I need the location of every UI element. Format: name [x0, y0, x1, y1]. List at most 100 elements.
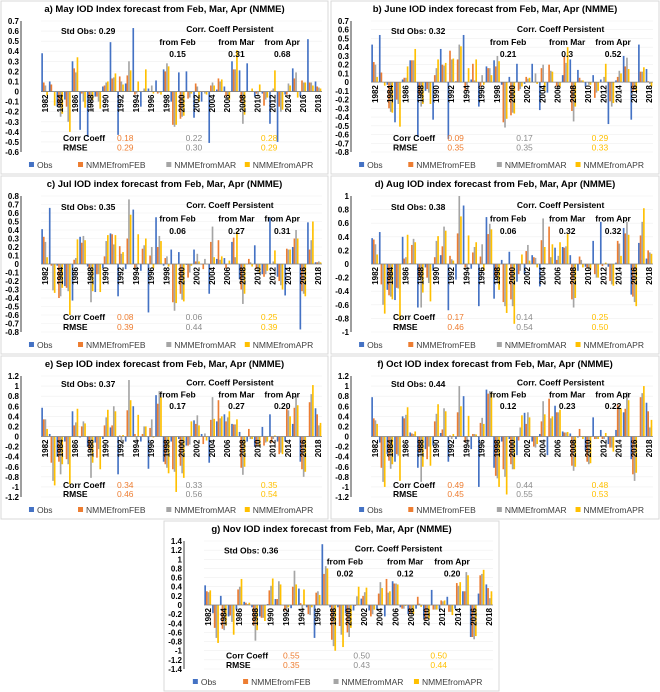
bar-Obs-1999	[337, 605, 339, 608]
bar-Obs-1985	[64, 264, 66, 287]
x-tick-label: 1994	[462, 266, 471, 284]
bar-Obs-1991	[109, 233, 112, 264]
legend-swatch-NMMEfromFEB	[243, 679, 249, 684]
bar-NMMEfromFEB-2015	[624, 66, 627, 83]
persistent-from-label: from Feb	[490, 213, 526, 223]
bar-NMMEfromMAR-2006	[395, 583, 397, 605]
chart-title: d) Aug IOD index forecast from Feb, Mar,…	[375, 179, 616, 190]
bar-NMMEfromMAR-2000	[181, 91, 183, 117]
bar-NMMEfromAPR-1983	[217, 605, 219, 643]
bar-NMMEfromFEB-1988	[88, 91, 91, 97]
x-tick-label: 2014	[615, 266, 624, 284]
bar-Obs-1988	[86, 436, 89, 447]
corr-coeff-label: Corr Coeff	[63, 133, 105, 143]
bar-NMMEfromAPR-1986	[406, 234, 409, 264]
bar-NMMEfromAPR-2013	[281, 91, 284, 110]
bar-NMMEfromMAR-1984	[389, 436, 392, 469]
bar-NMMEfromAPR-2006	[228, 411, 231, 437]
x-tick-label: 2014	[615, 85, 624, 103]
bar-Obs-2008	[238, 70, 241, 92]
bar-Obs-1999	[170, 91, 173, 102]
bar-NMMEfromMAR-2009	[418, 603, 421, 605]
bar-NMMEfromAPR-1984	[61, 264, 64, 288]
bar-NMMEfromMAR-2015	[295, 72, 297, 92]
bar-Obs-1997	[155, 80, 157, 92]
bar-NMMEfromAPR-2018	[490, 591, 493, 605]
bar-NMMEfromFEB-1990	[433, 421, 436, 437]
persistent-value: 0.27	[228, 226, 245, 236]
bar-NMMEfromFEB-2018	[487, 588, 489, 605]
bar-NMMEfromFEB-2010	[255, 436, 258, 447]
bar-NMMEfromMAR-2006	[226, 417, 229, 437]
bar-NMMEfromAPR-2015	[627, 234, 630, 264]
bar-NMMEfromAPR-2017	[312, 385, 314, 437]
bar-NMMEfromMAR-2011	[434, 605, 436, 610]
bar-NMMEfromFEB-1983	[380, 264, 383, 285]
bar-NMMEfromFEB-2011	[263, 91, 265, 106]
rmse-value: 0.33	[592, 143, 609, 153]
bar-NMMEfromMAR-2000	[181, 264, 183, 300]
x-tick-label: 2004	[208, 266, 217, 284]
bar-NMMEfromFEB-2011	[593, 264, 596, 275]
bar-NMMEfromAPR-2008	[243, 264, 246, 294]
bar-NMMEfromAPR-1988	[422, 82, 424, 104]
corr-coeff-value: 0.50	[430, 651, 447, 661]
rmse-value: 0.46	[117, 489, 134, 499]
bar-NMMEfromMAR-2004	[542, 218, 544, 264]
y-tick-label: -0.5	[335, 122, 349, 131]
bar-NMMEfromMAR-1983	[52, 436, 54, 481]
legend-label-NMMEfromAPR: NMMEfromAPR	[422, 677, 482, 687]
bar-NMMEfromMAR-1999	[504, 264, 506, 307]
bar-Obs-1996	[478, 264, 480, 307]
bar-NMMEfromMAR-2002	[527, 244, 529, 264]
x-tick-label: 1988	[417, 266, 426, 284]
bar-Obs-1993	[124, 83, 127, 92]
bar-NMMEfromFEB-2009	[248, 258, 250, 264]
bar-Obs-1990	[102, 264, 104, 269]
rmse-label: RMSE	[63, 143, 88, 153]
bar-NMMEfromAPR-1993	[460, 406, 462, 437]
bar-NMMEfromFEB-1988	[252, 605, 255, 626]
bar-NMMEfromAPR-2006	[559, 82, 561, 87]
bar-NMMEfromMAR-1982	[374, 420, 377, 437]
bar-NMMEfromFEB-2001	[517, 436, 520, 441]
y-tick-label: 0.6	[338, 219, 350, 228]
bar-Obs-2013	[607, 436, 610, 445]
bar-NMMEfromAPR-1982	[376, 423, 378, 437]
x-tick-label: 1982	[371, 266, 380, 284]
bar-Obs-1998	[162, 69, 165, 92]
bar-NMMEfromAPR-1986	[406, 66, 409, 83]
y-tick-label: -0.8	[335, 148, 349, 157]
bar-NMMEfromMAR-2004	[211, 397, 214, 437]
bar-NMMEfromAPR-2009	[251, 264, 253, 267]
legend-label-Obs: Obs	[201, 677, 217, 687]
x-tick-label: 2008	[238, 266, 247, 284]
x-tick-label: 1998	[162, 94, 171, 112]
bar-NMMEfromFEB-2008	[240, 264, 243, 290]
bar-NMMEfromFEB-1984	[221, 605, 224, 629]
bar-NMMEfromMAR-2015	[465, 572, 468, 605]
legend-swatch-NMMEfromMAR	[496, 507, 502, 512]
bar-NMMEfromFEB-1982	[372, 62, 375, 83]
bar-Obs-2015	[291, 247, 294, 264]
bar-Obs-1995	[470, 264, 473, 269]
bar-NMMEfromMAR-2001	[356, 596, 358, 605]
bar-NMMEfromMAR-1989	[97, 91, 100, 102]
y-tick-label: -0.6	[5, 148, 19, 157]
bar-NMMEfromAPR-1984	[391, 82, 394, 113]
bar-NMMEfromAPR-1992	[452, 260, 455, 264]
bar-Obs-1984	[56, 436, 59, 457]
y-tick-label: 0.1	[8, 77, 20, 86]
y-tick-label: -0.6	[335, 301, 349, 310]
bar-NMMEfromFEB-2001	[187, 91, 189, 99]
bar-NMMEfromAPR-1993	[129, 70, 132, 92]
bar-NMMEfromAPR-1983	[383, 264, 386, 314]
bar-NMMEfromFEB-1996	[315, 592, 318, 605]
y-tick-label: 0.5	[8, 218, 20, 227]
bar-NMMEfromAPR-2009	[251, 88, 253, 92]
bar-NMMEfromFEB-1983	[213, 605, 216, 628]
bar-NMMEfromMAR-1993	[293, 570, 296, 605]
bar-NMMEfromMAR-1991	[278, 581, 280, 605]
bar-NMMEfromMAR-1996	[481, 75, 483, 83]
bar-NMMEfromMAR-1999	[173, 91, 176, 127]
